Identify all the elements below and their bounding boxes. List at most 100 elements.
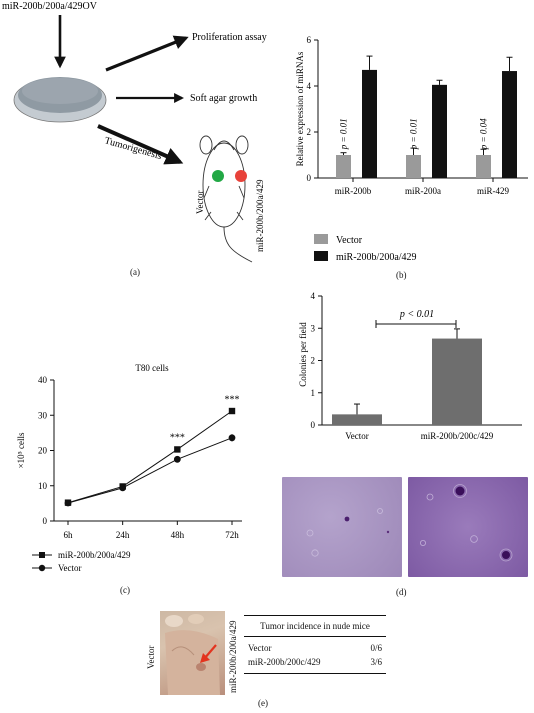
table-cell-group: miR-200b/200c/429	[248, 657, 321, 667]
table-cell-incidence: 3/6	[370, 657, 382, 667]
bar-Vector-miR-200b	[336, 155, 351, 178]
red-arrow-icon	[200, 644, 217, 663]
chart-c: T80 cells 0 10 20 30 40 ×10⁵ cells 6h 24h 48h 72h m…	[16, 363, 242, 573]
point-miR-200b/200a/429	[228, 407, 236, 415]
mouse-drawing	[199, 135, 253, 263]
y-axis-label: Relative expression of miRNAs	[295, 51, 305, 166]
mouse-vector-label: Vector	[195, 191, 205, 215]
mouse-mir-label: miR-200b/200a/429	[255, 179, 265, 252]
panel-e: Vector miR-200b/200a/429 Tumor incidence…	[0, 605, 534, 713]
mir-tumor-dot	[235, 170, 247, 182]
table-cell-incidence: 0/6	[370, 643, 382, 653]
series-line-miR-200b/200a/429	[67, 410, 233, 504]
table-header: Tumor incidence in nude mice	[260, 621, 370, 631]
vector-micrograph-cells	[306, 508, 390, 557]
arrow-proliferation	[105, 35, 189, 72]
x-tick-label: 6h	[64, 530, 74, 540]
x-tick-label: 48h	[171, 530, 185, 540]
x-tick-label: Vector	[345, 431, 369, 441]
panel-c: T80 cells 0 10 20 30 40 ×10⁵ cells 6h 24h 48h 72h m…	[0, 350, 270, 605]
legend-marker	[38, 564, 46, 572]
y-tick-label: 0	[311, 420, 316, 430]
legend-label: Vector	[58, 563, 82, 573]
y-tick-label: 4	[307, 81, 312, 91]
arrow-proliferation-label: Proliferation assay	[192, 32, 267, 43]
panel-e-label: (e)	[258, 698, 268, 708]
point-Vector	[228, 434, 236, 442]
bar-miR-200b/200a/429-miR-429	[502, 71, 517, 178]
bar-miR-200b/200a/429-miR-200b	[362, 69, 377, 178]
significance-annotation: ***	[225, 394, 240, 405]
panel-c-label: (c)	[120, 585, 130, 595]
panel-a-schematic: miR-200b/200a/429OV Proliferation assay …	[2, 1, 267, 263]
panel-a: miR-200b/200a/429OV Proliferation assay …	[0, 0, 270, 280]
vector-side-label-text: Vector	[146, 645, 156, 670]
y-tick-label: 6	[307, 35, 312, 45]
y-axis-label: Colonies per field	[298, 322, 308, 387]
y-tick-label: 30	[38, 410, 48, 420]
table-row: miR-200b/200c/429 3/6	[244, 655, 386, 674]
legend-label: miR-200b/200a/429	[58, 550, 131, 560]
p-value-annotation: p < 0.01	[399, 309, 434, 320]
y-tick-label: 3	[311, 323, 316, 333]
x-tick-label: miR-200b/200c/429	[421, 431, 494, 441]
bar-Vector-miR-429	[476, 155, 491, 178]
legend-swatch	[314, 251, 328, 261]
y-tick-label: 2	[307, 127, 312, 137]
panel-b: 0 2 4 6 Relative expression of miRNAs p = 0.0…	[270, 0, 534, 285]
mouse-photo	[160, 611, 225, 695]
arrow-tumorigenesis	[97, 124, 184, 165]
tumor-incidence-table: Tumor incidence in nude mice Vector 0/6 …	[244, 615, 386, 674]
bar-Vector	[332, 414, 382, 425]
x-tick-label: 72h	[225, 530, 239, 540]
chart-d: 0 1 2 3 4 Colonies per field Vector miR-200b/20…	[298, 291, 522, 441]
vector-tumor-dot	[212, 170, 224, 182]
y-tick-label: 0	[43, 516, 48, 526]
point-Vector	[119, 484, 127, 492]
vector-side-label: Vector	[146, 635, 158, 695]
legend-marker	[39, 552, 45, 558]
panel-d-label: (d)	[396, 587, 407, 597]
bar-Vector-miR-200a	[406, 155, 421, 178]
arrow-soft-agar-label: Soft agar growth	[190, 93, 257, 104]
point-miR-200b/200a/429	[174, 446, 181, 453]
mir-micrograph-cells	[419, 484, 513, 562]
table-row: Vector 0/6	[244, 637, 386, 656]
table-header-row: Tumor incidence in nude mice	[244, 615, 386, 637]
bar-miR-200b/200a/429-miR-200a	[432, 84, 447, 178]
legend-label: miR-200b/200a/429	[336, 252, 417, 263]
x-tick-label: miR-429	[477, 186, 510, 196]
mouse-photo-drawing	[165, 614, 220, 695]
y-axis-label: ×10⁵ cells	[16, 432, 26, 468]
chart-c-title: T80 cells	[135, 363, 169, 373]
vector-micrograph	[282, 477, 402, 577]
x-tick-label: 24h	[116, 530, 130, 540]
y-tick-label: 40	[38, 375, 48, 385]
significance-annotation: ***	[170, 433, 185, 444]
panel-a-label: (a)	[130, 267, 140, 277]
y-tick-label: 2	[311, 356, 316, 366]
series-line-Vector	[67, 437, 233, 504]
legend-label: Vector	[336, 235, 363, 246]
mir-micrograph	[408, 477, 528, 577]
mir-side-label-text: miR-200b/200a/429	[228, 620, 238, 694]
culture-dish	[13, 77, 107, 123]
y-tick-label: 1	[311, 388, 316, 398]
y-tick-label: 4	[311, 291, 316, 301]
panel-b-label: (b)	[396, 270, 407, 280]
point-Vector	[173, 455, 181, 463]
p-value-annotation: p = 0.04	[479, 118, 489, 150]
panel-d: 0 1 2 3 4 Colonies per field Vector miR-200b/20…	[270, 282, 534, 607]
x-tick-label: miR-200b	[335, 186, 372, 196]
point-Vector	[64, 499, 72, 507]
p-value-annotation: p = 0.01	[339, 118, 349, 150]
oe-label: miR-200b/200a/429OV	[2, 1, 98, 12]
mir-side-label: miR-200b/200a/429	[228, 605, 240, 705]
legend-swatch	[314, 234, 328, 244]
bar-miR-200b/200c/429	[432, 338, 482, 425]
y-tick-label: 10	[38, 481, 48, 491]
y-tick-label: 0	[307, 173, 312, 183]
p-value-annotation: p = 0.01	[409, 118, 419, 150]
table-cell-group: Vector	[248, 643, 272, 653]
